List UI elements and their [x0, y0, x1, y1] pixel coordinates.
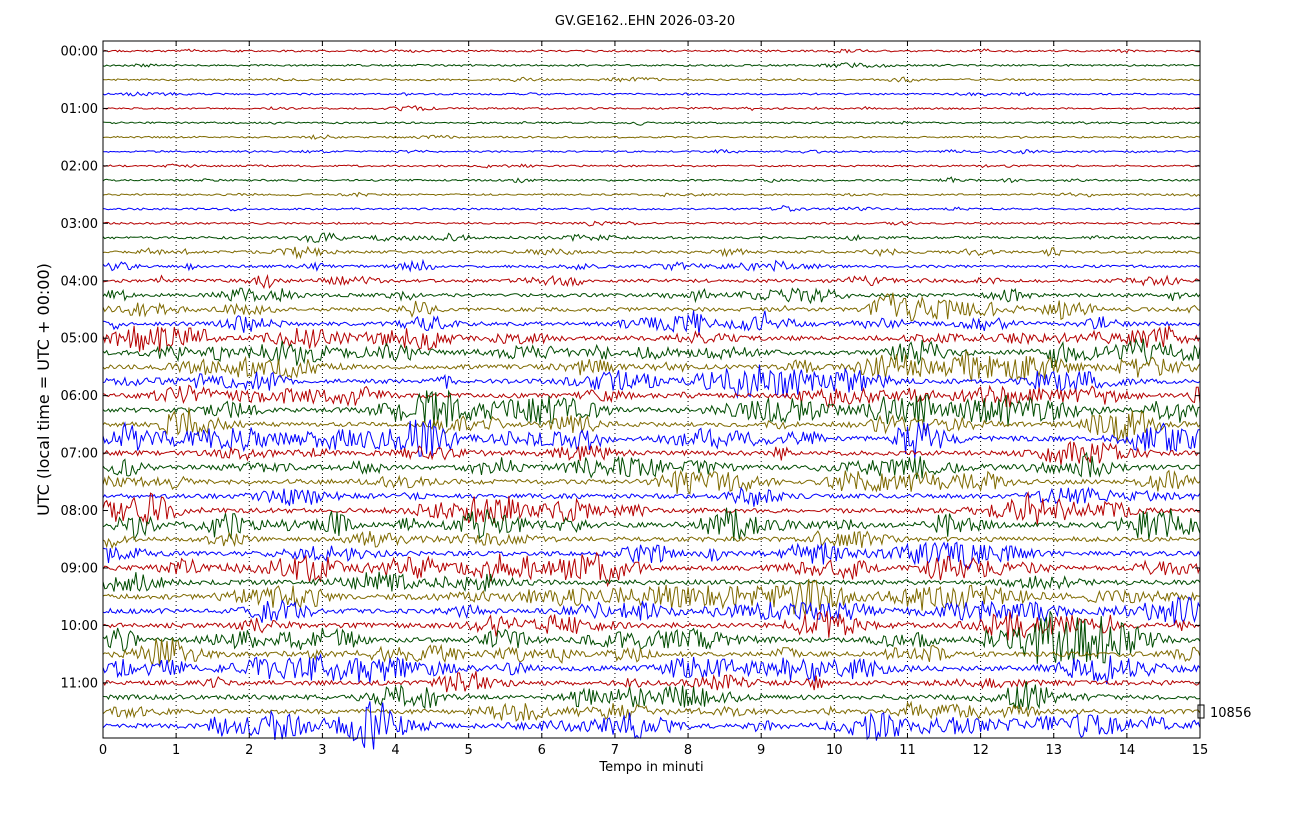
x-tick-label: 9: [757, 743, 765, 758]
seismic-trace: [102, 134, 1201, 140]
chart-title: GV.GE162..EHN 2026-03-20: [555, 14, 735, 29]
seismic-trace: [102, 287, 1201, 305]
seismic-trace: [102, 62, 1201, 69]
seismic-trace: [102, 578, 1200, 616]
seismic-trace: [102, 258, 1201, 273]
y-axis-label: UTC (local time = UTC + 00:00): [34, 263, 53, 516]
y-axis: 00:00 01:00 02:00 03:00 04:00 05:00 06:00 07:00…: [61, 45, 1200, 691]
seismic-trace: [102, 191, 1201, 198]
scale-marker: 10856: [1197, 704, 1251, 721]
seismic-trace: [102, 571, 1201, 592]
seismic-trace: [102, 701, 1201, 750]
seismic-trace: [102, 596, 1201, 626]
seismic-trace: [102, 440, 1201, 466]
y-tick-label: 11:00: [61, 676, 98, 691]
seismic-trace: [102, 232, 1201, 244]
seismic-trace: [102, 530, 1201, 550]
x-tick-label: 7: [611, 743, 619, 758]
seismic-trace: [102, 389, 1201, 428]
x-tick-label: 10: [826, 743, 843, 758]
seismic-trace: [102, 610, 1201, 641]
seismic-trace: [102, 91, 1201, 97]
x-tick-label: 0: [99, 743, 107, 758]
seismic-trace: [102, 551, 1201, 588]
x-tick-label: 2: [245, 743, 253, 758]
seismic-trace: [102, 245, 1201, 260]
seismic-trace: [102, 652, 1201, 685]
y-tick-label: 01:00: [61, 102, 98, 117]
seismic-trace: [102, 163, 1201, 169]
seismic-trace: [102, 451, 1201, 480]
seismic-trace: [102, 310, 1201, 336]
seismic-trace: [102, 350, 1201, 382]
x-axis-label: Tempo in minuti: [598, 760, 703, 775]
seismic-trace: [102, 611, 1201, 665]
vertical-grid: [175, 41, 1128, 738]
x-tick-label: 11: [899, 743, 916, 758]
y-tick-label: 08:00: [61, 504, 98, 519]
seismic-trace: [102, 325, 1201, 352]
y-tick-label: 00:00: [61, 45, 98, 60]
y-tick-label: 07:00: [61, 447, 98, 462]
seismic-trace: [102, 176, 1201, 184]
y-tick-label: 06:00: [61, 389, 98, 404]
plot-frame: [102, 40, 1201, 739]
seismic-trace: [102, 273, 1201, 289]
seismic-trace: [102, 105, 1201, 112]
x-tick-label: 15: [1192, 743, 1209, 758]
y-tick-label: 10:00: [61, 619, 98, 634]
seismic-trace: [102, 48, 1201, 54]
x-tick-label: 5: [465, 743, 473, 758]
scale-marker-label: 10856: [1210, 706, 1251, 721]
seismic-trace: [102, 120, 1201, 126]
seismic-trace: [102, 469, 1201, 495]
x-tick-label: 14: [1119, 743, 1136, 758]
seismic-trace: [102, 148, 1201, 155]
seismic-trace: [102, 671, 1201, 693]
seismic-trace: [102, 507, 1201, 541]
seismic-trace: [102, 419, 1200, 459]
x-tick-label: 1: [172, 743, 180, 758]
y-tick-label: 09:00: [61, 561, 98, 576]
x-tick-label: 13: [1045, 743, 1062, 758]
x-tick-label: 4: [391, 743, 399, 758]
traces: [102, 48, 1201, 750]
y-tick-label: 05:00: [61, 332, 98, 347]
y-tick-label: 03:00: [61, 217, 98, 232]
seismic-trace: [102, 681, 1201, 710]
seismic-trace: [102, 700, 1201, 722]
x-tick-label: 8: [684, 743, 692, 758]
seismic-trace: [102, 204, 1201, 212]
x-tick-label: 12: [972, 743, 989, 758]
seismic-trace: [102, 76, 1201, 83]
seismic-trace: [102, 486, 1201, 507]
x-tick-label: 6: [538, 743, 546, 758]
seismic-trace: [102, 637, 1201, 668]
x-tick-label: 3: [318, 743, 326, 758]
y-tick-label: 04:00: [61, 274, 98, 289]
x-axis: 0 1 2 3 4 5 6 7 8 9 10 11 12 13 14 15: [99, 41, 1208, 758]
seismic-trace: [102, 384, 1201, 408]
scale-marker-box: [1197, 704, 1205, 719]
seismic-trace: [102, 337, 1201, 369]
y-tick-label: 02:00: [61, 159, 98, 174]
seismic-trace: [102, 541, 1201, 570]
seismic-trace: [102, 292, 1201, 322]
seismic-trace: [102, 364, 1201, 399]
seismic-trace: [102, 220, 1201, 227]
seismic-trace: [102, 407, 1201, 443]
seismic-trace: [102, 491, 1201, 526]
